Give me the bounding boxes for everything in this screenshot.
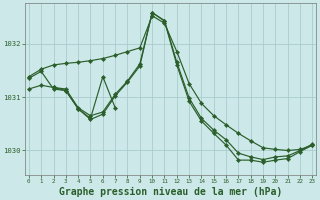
X-axis label: Graphe pression niveau de la mer (hPa): Graphe pression niveau de la mer (hPa) xyxy=(59,186,282,197)
